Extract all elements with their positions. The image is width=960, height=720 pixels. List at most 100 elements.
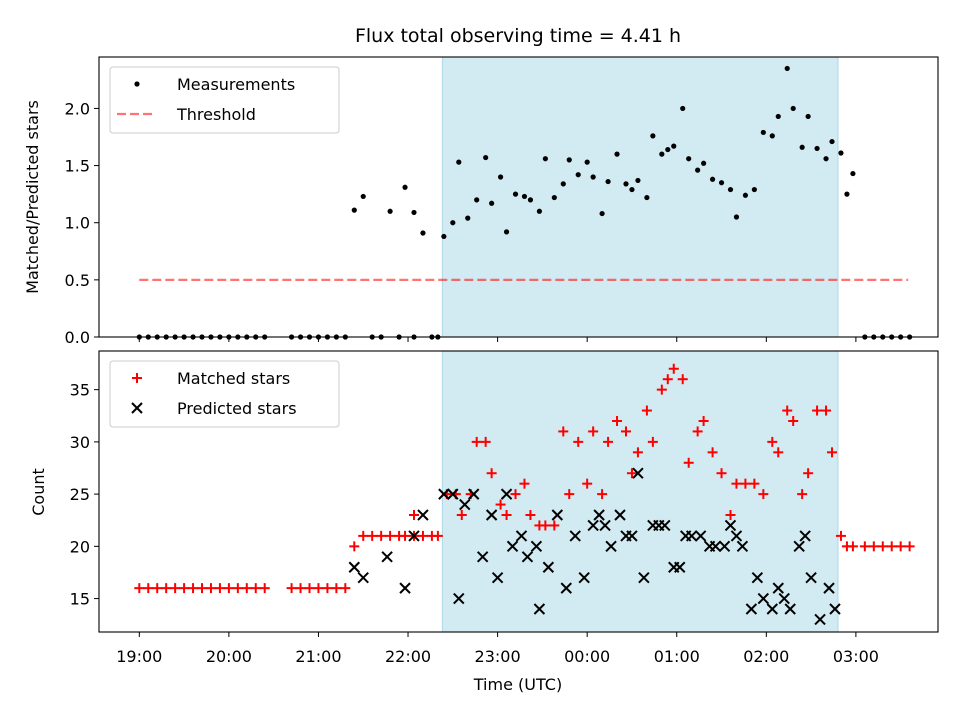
count-panel: 15 20 25 30 35 19:00 20:00 21:00 22:00 23:00 00:00… xyxy=(70,350,939,666)
legend-box xyxy=(109,66,340,134)
predicted-star-marker xyxy=(491,571,504,584)
y-tick-label: 20 xyxy=(70,537,90,556)
x-tick-label: 01:00 xyxy=(654,647,700,666)
measurement-point xyxy=(829,138,835,145)
matched-star-marker xyxy=(408,510,419,521)
matched-star-marker xyxy=(304,583,315,594)
predicted-star-marker xyxy=(632,467,644,479)
matched-star-marker xyxy=(788,415,799,426)
matched-star-marker xyxy=(886,541,897,552)
matched-star-marker xyxy=(331,583,342,594)
matched-star-marker xyxy=(495,499,506,510)
matched-star-marker xyxy=(656,384,667,395)
matched-star-marker xyxy=(480,436,491,447)
measurement-point xyxy=(751,186,757,193)
measurement-point xyxy=(823,156,829,162)
measurement-point xyxy=(441,233,447,240)
measurement-point xyxy=(474,197,480,203)
matched-star-marker xyxy=(313,583,324,594)
matched-star-marker xyxy=(214,583,225,594)
measurement-point xyxy=(727,186,734,193)
y-tick-label: 30 xyxy=(70,433,90,452)
matched-star-marker xyxy=(197,583,208,594)
measurement-point xyxy=(733,214,740,220)
matched-star-marker xyxy=(859,541,870,552)
y-tick-label: 1.0 xyxy=(65,214,90,233)
predicted-star-marker xyxy=(823,582,835,594)
measurement-point xyxy=(614,151,620,157)
predicted-star-marker xyxy=(593,509,605,521)
matched-star-marker xyxy=(367,530,378,541)
measurement-point xyxy=(420,230,426,236)
matched-star-marker xyxy=(620,426,631,437)
matched-star-marker xyxy=(573,436,584,447)
matched-star-marker xyxy=(641,405,652,416)
measurement-point xyxy=(450,220,456,226)
matched-star-marker xyxy=(582,478,593,489)
predicted-star-marker xyxy=(784,603,796,615)
y-tick-label: 1.5 xyxy=(65,157,90,176)
x-tick-label: 21:00 xyxy=(295,647,341,666)
measurement-point xyxy=(512,191,519,197)
measurement-point xyxy=(575,172,581,178)
matched-star-marker xyxy=(698,415,709,426)
matched-star-marker xyxy=(349,541,360,552)
predicted-star-marker xyxy=(578,571,590,584)
predicted-star-marker xyxy=(381,551,393,563)
y-tick-label: 0.0 xyxy=(65,328,90,347)
y-tick-label: 2.0 xyxy=(65,99,90,118)
matched-star-marker xyxy=(812,405,823,416)
matched-star-marker xyxy=(904,541,915,552)
matched-star-marker xyxy=(188,583,199,594)
matched-star-marker xyxy=(588,426,599,437)
matched-star-marker xyxy=(205,583,216,594)
predicted-star-marker xyxy=(614,509,626,521)
matched-star-marker xyxy=(510,489,521,500)
measurement-point xyxy=(850,170,856,177)
predicted-star-marker xyxy=(736,540,749,553)
matched-star-marker xyxy=(731,478,742,489)
predicted-star-marker xyxy=(751,571,764,584)
legend-box xyxy=(109,360,340,428)
matched-star-marker xyxy=(152,583,163,594)
matched-star-marker xyxy=(161,583,172,594)
measurement-point xyxy=(521,193,528,200)
predicted-star-marker xyxy=(506,540,519,553)
predicted-star-marker xyxy=(778,592,790,605)
measurement-point xyxy=(402,184,408,190)
matched-star-marker xyxy=(716,468,727,479)
observing-interval-shade xyxy=(441,56,839,338)
legend-label: Threshold xyxy=(176,105,256,124)
matched-star-marker xyxy=(803,468,814,479)
measurement-point xyxy=(623,181,629,187)
matched-star-marker xyxy=(417,530,428,541)
predicted-star-marker xyxy=(757,592,770,605)
measurement-point xyxy=(566,157,572,163)
measurement-point xyxy=(671,143,677,149)
matched-star-marker xyxy=(597,489,608,500)
measurement-point xyxy=(701,160,707,166)
predicted-star-marker xyxy=(814,613,826,626)
predicted-star-marker xyxy=(626,530,638,542)
matched-star-marker xyxy=(376,530,387,541)
predicted-star-marker xyxy=(500,488,513,500)
matched-star-marker xyxy=(821,405,832,416)
legend-label: Predicted stars xyxy=(177,399,297,418)
matched-star-marker xyxy=(170,583,181,594)
measurement-point xyxy=(644,194,650,201)
measurement-point xyxy=(742,192,749,198)
measurement-point xyxy=(489,200,495,206)
matched-star-marker xyxy=(358,530,369,541)
measurement-point xyxy=(838,150,844,156)
chart-title: Flux total observing time = 4.41 h xyxy=(355,25,681,47)
matched-star-marker xyxy=(868,541,879,552)
legend-matched-marker xyxy=(132,373,142,383)
measurement-point xyxy=(360,193,366,200)
axes-frame xyxy=(98,350,939,633)
matched-star-marker xyxy=(400,530,411,541)
predicted-star-marker xyxy=(476,551,489,563)
x-axis-label: Time (UTC) xyxy=(473,675,562,694)
axes-frame xyxy=(98,56,939,338)
matched-star-marker xyxy=(456,510,467,521)
